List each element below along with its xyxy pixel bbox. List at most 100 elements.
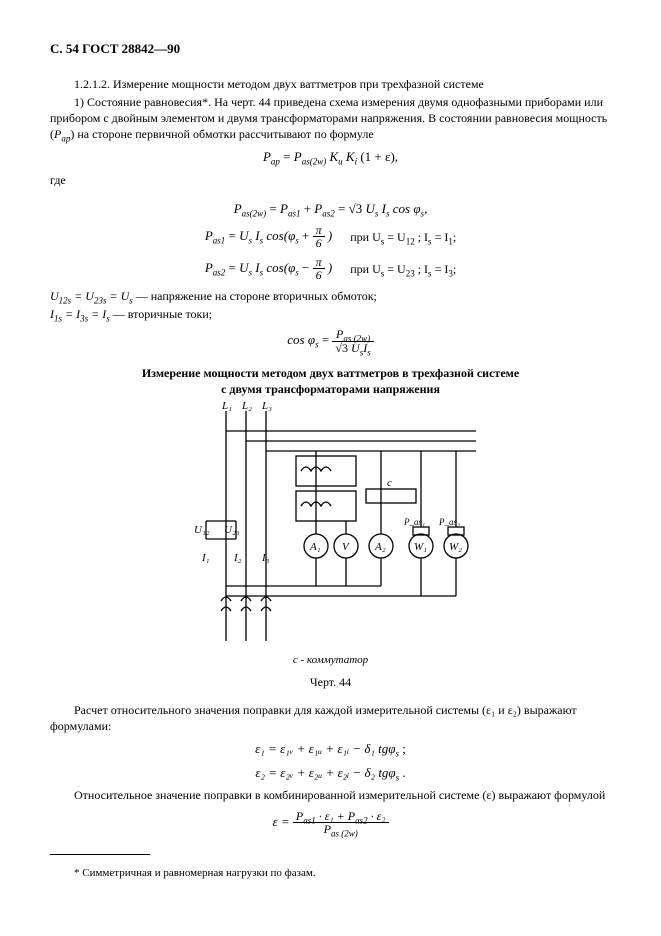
formula-6a: ε₁ = ε₁ᵥ + ε₁ᵤ + ε₁ᵢ − δ₁ tgφs ; (50, 740, 611, 758)
f4-co: cos(φ (266, 260, 295, 275)
f3-num: π (313, 224, 325, 238)
lbl-pas2: P_as₂ (438, 517, 460, 527)
f3-co: cos(φ (266, 228, 295, 243)
d2as: 1s (54, 314, 62, 324)
def-2: I1s = I3s = Is — вторичные токи; (50, 306, 611, 322)
f3-us: s (249, 235, 253, 245)
f7nt: · ε₂ (371, 809, 386, 823)
page-header: С. 54 ГОСТ 28842—90 (50, 40, 611, 58)
f4-c1s: s (381, 268, 385, 278)
f2-m2s: as2 (322, 209, 335, 219)
lbl-pas1: P_as₁ (403, 517, 425, 527)
f3-c1s: s (381, 236, 385, 246)
lbl-c: c (387, 477, 392, 489)
lbl-a2: A₂ (374, 541, 386, 553)
f2-us: s (375, 209, 379, 219)
f1-lhs: P (263, 149, 271, 164)
f4-c2s: 23 (406, 268, 415, 278)
f2-cos: cos φ (393, 201, 421, 216)
f4-cs: s (295, 267, 299, 277)
formula-4: Pas2 = Us Is cos(φs − π6 ) при Us = U23 … (50, 256, 611, 282)
eq4: = (229, 260, 240, 275)
f3-is: s (260, 235, 264, 245)
d1c: = U (109, 289, 129, 303)
f6a: ε₁ = ε₁ᵥ + ε₁ᵤ + ε₁ᵢ − δ₁ tgφ (255, 741, 395, 756)
f1-c-sub: i (355, 157, 358, 167)
f5-l: cos φ (287, 332, 315, 347)
f4-c2: = U (387, 262, 405, 276)
f4-c3: ; I (418, 262, 428, 276)
f4-den: 6 (313, 269, 325, 282)
f3-cl: ) (328, 228, 332, 243)
sym-pap-sub: ap (61, 134, 70, 144)
f3-pl: + (302, 228, 313, 243)
f3-u: U (239, 228, 248, 243)
d2c: = I (91, 307, 106, 321)
paragraph-rel: Относительное значение поправки в комбин… (50, 787, 611, 803)
f4-num: π (313, 256, 325, 270)
paragraph-calc: Расчет относительного значения поправки … (50, 702, 611, 734)
f5dis: s (367, 347, 371, 357)
section-heading: 1.2.1.2. Измерение мощности методом двух… (50, 76, 611, 92)
f2-m1: P (280, 201, 288, 216)
f3-c1: при U (350, 230, 381, 244)
text-tail: ) на стороне первичной обмотки рассчитыв… (70, 127, 373, 141)
f3-c2: = U (387, 230, 405, 244)
d1b: = U (74, 289, 94, 303)
f4-c1: при U (350, 262, 381, 276)
f3-den: 6 (313, 237, 325, 250)
formula-3: Pas1 = Us Is cos(φs + π6 ) при Us = U12 … (50, 224, 611, 250)
f3-lhss: as1 (213, 235, 226, 245)
f4-u: U (239, 260, 248, 275)
f5-ls: s (315, 340, 319, 350)
f7nb: P (348, 809, 355, 823)
f1-lhs-sub: ap (271, 157, 280, 167)
f1-c: K (346, 149, 355, 164)
f7d: P (324, 822, 331, 836)
lbl-l2: L₂ (241, 401, 252, 412)
lbl-i2: I₂ (233, 552, 242, 564)
d2cs: s (106, 314, 110, 324)
circuit-diagram: L₁ L₂ L₃ U₁₂ U₂₃ I₁ I₂ I₃ c A₁ V A₂ W₁ W… (166, 401, 496, 651)
f2-u: U (366, 201, 375, 216)
f2-sqrt: √3 (349, 201, 366, 216)
lbl-i1: I₁ (201, 552, 210, 564)
eq: = (229, 228, 240, 243)
ft1: Измерение мощности методом двух ваттметр… (142, 366, 519, 380)
d2bs: 3s (80, 314, 88, 324)
f3-cs: s (295, 235, 299, 245)
lbl-u12: U₁₂ (194, 524, 210, 536)
footnote-separator (50, 854, 150, 855)
lbl-w1: W₁ (414, 541, 427, 553)
lbl-l3: L₃ (261, 401, 272, 412)
d2b: = I (65, 307, 80, 321)
f1-a-sub: as(2w) (302, 157, 327, 167)
f7nas: as1 (303, 815, 316, 825)
lbl-a1: A₁ (309, 541, 321, 553)
d2t: — вторичные токи; (113, 307, 212, 321)
f1-b-sub: u (338, 157, 343, 167)
lbl-i3: I₃ (261, 552, 270, 564)
formula-7: ε = Pas1 · ε₁ + Pas2 · ε₂ Pas (2w) (50, 810, 611, 836)
figure-title: Измерение мощности методом двух ваттметр… (50, 365, 611, 397)
f7nm: · ε₁ + (319, 809, 348, 823)
f4-cl: ) (328, 260, 332, 275)
f4-lhss: as2 (213, 267, 226, 277)
figure-subcaption: с - коммутатор (50, 653, 611, 668)
where-label: где (50, 172, 611, 188)
d1as: 12s (59, 295, 72, 305)
f2-lhs-sub: as(2w) (242, 209, 267, 219)
f4-us: s (249, 267, 253, 277)
footnote: * Симметричная и равномерная нагрузки по… (50, 866, 611, 881)
formula-5: cos φs = Pas (2w) √3 UsIs (50, 328, 611, 354)
f5dp: √3 (335, 341, 351, 355)
f2-lhs: P (234, 201, 242, 216)
formula-2: Pas(2w) = Pas1 + Pas2 = √3 Us Is cos φs, (50, 200, 611, 218)
f3-c3: ; I (418, 230, 428, 244)
f3-c2s: 12 (406, 236, 415, 246)
f5du: U (351, 341, 360, 355)
lbl-v: V (342, 541, 350, 553)
formula-1: Pap = Pas(2w) Ku Ki (1 + ε), (50, 148, 611, 166)
f7l: ε = (272, 814, 292, 829)
f2-m1s: as1 (288, 209, 301, 219)
